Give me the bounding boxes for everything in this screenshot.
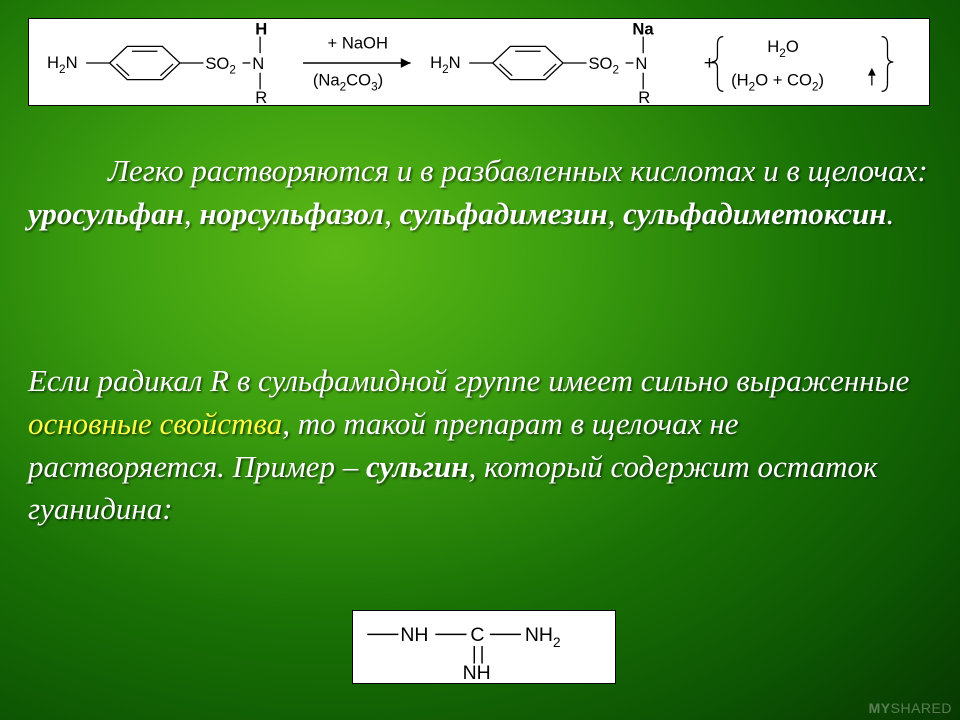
txt: R bbox=[638, 88, 650, 105]
paragraph-2: Если радикал R в сульфамидной группе име… bbox=[28, 360, 932, 531]
txt: H2N bbox=[47, 53, 78, 76]
drug-sulfadimezin: сульфадимезин bbox=[400, 196, 608, 231]
p2-t0: Если радикал bbox=[28, 363, 210, 398]
txt: H2N bbox=[430, 53, 461, 76]
guanidine-svg: NH C NH2 NH bbox=[353, 611, 615, 683]
reaction-svg: H2N SO2 N H R + NaOH (Na2CO3) H2N bbox=[39, 19, 919, 105]
p1-c4: . bbox=[887, 196, 895, 231]
drug-sulfadimetoksin: сульфадиметоксин bbox=[623, 196, 886, 231]
txt: R bbox=[255, 88, 267, 105]
p2-R: R bbox=[210, 363, 229, 398]
p1-t0: Легко растворяются и в разбавленных кисл… bbox=[108, 153, 928, 188]
p1-c1: , bbox=[184, 196, 200, 231]
reaction-scheme-box: H2N SO2 N H R + NaOH (Na2CO3) H2N bbox=[28, 18, 930, 106]
txt: NH2 bbox=[525, 624, 561, 650]
watermark-my: MY bbox=[869, 700, 891, 716]
txt: H2O bbox=[767, 37, 799, 60]
txt: NH bbox=[400, 624, 428, 646]
txt: (Na2CO3) bbox=[313, 70, 383, 93]
watermark: MYSHARED bbox=[869, 700, 952, 716]
txt: SO2 bbox=[205, 54, 236, 77]
p1-c3: , bbox=[608, 196, 624, 231]
txt: C bbox=[470, 624, 484, 646]
txt: (H2O + CO2) bbox=[731, 70, 824, 93]
drug-norsulfazol: норсульфазол bbox=[199, 196, 384, 231]
guanidine-formula-box: NH C NH2 NH bbox=[352, 610, 616, 684]
p1-c2: , bbox=[384, 196, 400, 231]
drug-sulgin: сульгин bbox=[366, 449, 468, 484]
paragraph-1: Легко растворяются и в разбавленных кисл… bbox=[28, 150, 932, 236]
txt: H bbox=[255, 20, 267, 39]
txt: NH bbox=[463, 662, 491, 683]
watermark-rest: SHARED bbox=[891, 700, 952, 716]
txt: + NaOH bbox=[328, 33, 388, 52]
txt: Na bbox=[632, 20, 654, 39]
txt: SO2 bbox=[588, 54, 619, 77]
drug-urosulfan: уросульфан bbox=[28, 196, 184, 231]
p2-t1: в сульфамидной группе имеет сильно выраж… bbox=[229, 363, 909, 398]
txt: N bbox=[635, 54, 647, 73]
txt: N bbox=[252, 54, 264, 73]
p2-italic: основные свойства bbox=[28, 406, 282, 441]
